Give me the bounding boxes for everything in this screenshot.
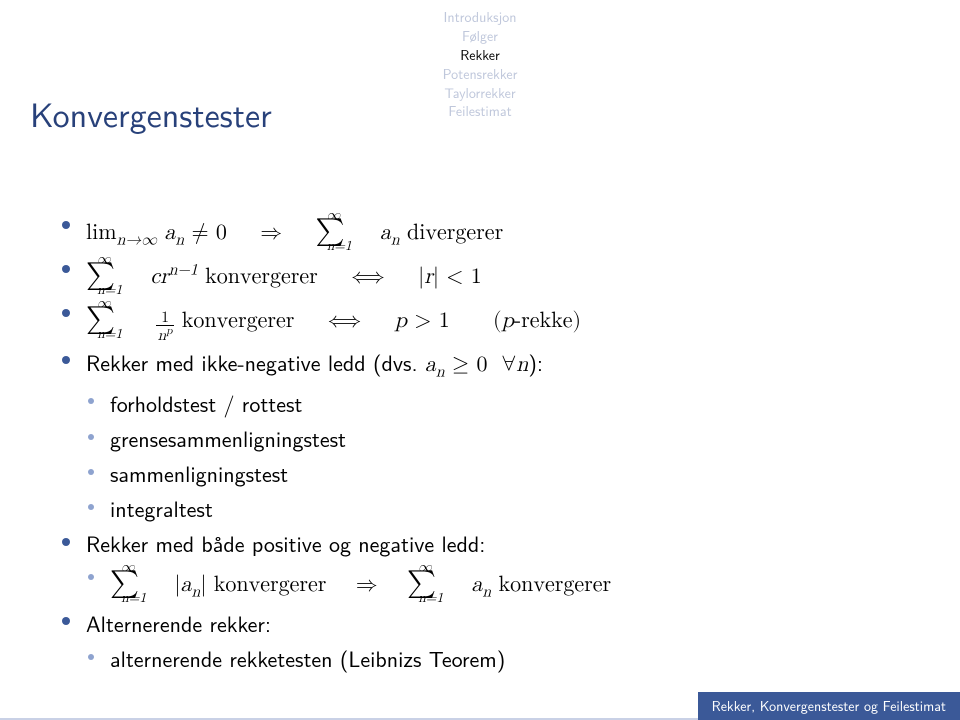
sub-sammenlign: sammenligningstest (62, 456, 892, 491)
nav-item-0[interactable]: Introduksjon (0, 8, 960, 27)
nav-item-3[interactable]: Potensrekker (0, 65, 960, 84)
sub-abs-converge: ∑∞n=1 |an| konvergerer ⇒ ∑∞n=1 an konver… (62, 562, 892, 606)
nav-item-1[interactable]: Følger (0, 27, 960, 46)
bullet-geometric: ∑∞n=1 crn−1 konvergerer ⟺ |r| < 1 (62, 254, 892, 298)
sub-forholdstest: forholdstest / rottest (62, 386, 892, 421)
nav-item-2[interactable]: Rekker (0, 46, 960, 65)
sub-grensesammen: grensesammenligningstest (62, 421, 892, 456)
bullet-p-series: ∑∞n=1 1np konvergerer ⟺ p > 1 (p-rekke) (62, 298, 892, 345)
slide-title: Konvergenstester (30, 88, 272, 138)
bullet-lim-diverge: limn→∞ an ≠ 0 ⇒ ∑∞n=1 an divergerer (62, 210, 892, 254)
bullet-nonneg-header: Rekker med ikke-negative ledd (dvs. an ≥… (62, 345, 892, 386)
sub-integral: integraltest (62, 491, 892, 526)
bullet-alt-header: Alternerende rekker: (62, 606, 892, 641)
bullet-posneg-header: Rekker med både positive og negative led… (62, 526, 892, 561)
footer-title: Rekker, Konvergenstester og Feilestimat (698, 692, 960, 720)
sub-leibniz: alternerende rekketesten (Leibnizs Teore… (62, 641, 892, 676)
slide-body: limn→∞ an ≠ 0 ⇒ ∑∞n=1 an divergerer ∑∞n=… (62, 210, 892, 676)
